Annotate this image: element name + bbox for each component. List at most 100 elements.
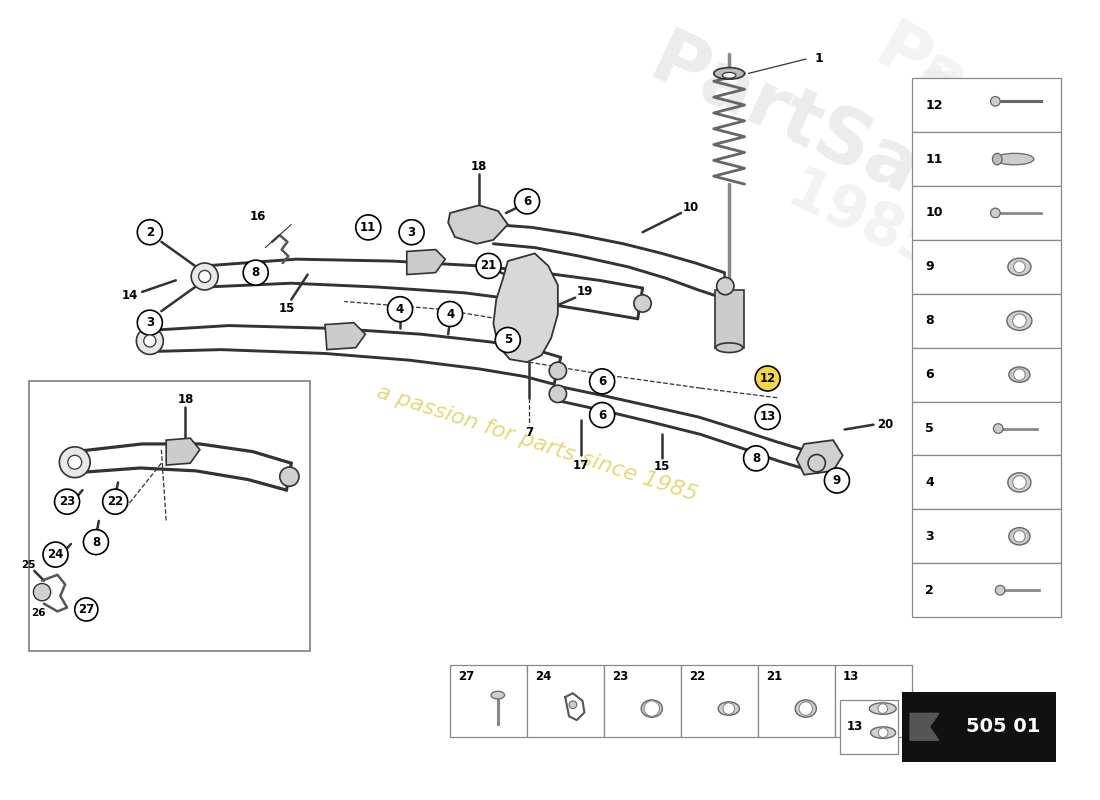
Text: 4: 4 [925, 476, 934, 489]
Text: 9: 9 [925, 260, 934, 274]
Ellipse shape [1008, 258, 1031, 275]
Circle shape [144, 335, 156, 347]
Text: 10: 10 [682, 201, 698, 214]
Circle shape [569, 701, 576, 709]
Polygon shape [324, 322, 365, 350]
Text: 2: 2 [925, 584, 934, 597]
Circle shape [1013, 530, 1025, 542]
Ellipse shape [1006, 311, 1032, 330]
Polygon shape [407, 250, 446, 274]
Polygon shape [910, 714, 939, 740]
Text: 21: 21 [766, 670, 782, 683]
Text: 7: 7 [525, 426, 533, 439]
Circle shape [75, 598, 98, 621]
Text: 22: 22 [689, 670, 705, 683]
Circle shape [1013, 314, 1026, 327]
Text: 11: 11 [925, 153, 943, 166]
Ellipse shape [491, 691, 505, 699]
Polygon shape [448, 206, 508, 244]
Circle shape [716, 278, 734, 294]
Text: 13: 13 [843, 670, 859, 683]
Ellipse shape [641, 700, 662, 718]
Text: PartSares: PartSares [638, 23, 1052, 268]
Text: 23: 23 [612, 670, 628, 683]
Text: 12: 12 [759, 372, 775, 385]
Bar [758, 666, 835, 738]
Polygon shape [166, 438, 200, 465]
Ellipse shape [1009, 528, 1030, 545]
Circle shape [634, 294, 651, 312]
Circle shape [279, 467, 299, 486]
Polygon shape [494, 254, 558, 362]
Circle shape [138, 220, 163, 245]
Circle shape [68, 455, 81, 469]
Circle shape [1013, 476, 1026, 489]
Text: 8: 8 [91, 535, 100, 549]
Circle shape [387, 297, 412, 322]
Circle shape [84, 530, 109, 554]
Bar [604, 666, 681, 738]
Text: 3: 3 [146, 316, 154, 329]
Text: 20: 20 [877, 418, 893, 431]
Circle shape [515, 189, 540, 214]
Circle shape [990, 97, 1000, 106]
Text: 6: 6 [598, 409, 606, 422]
Bar [681, 666, 758, 738]
Text: 18: 18 [471, 160, 487, 174]
Circle shape [996, 586, 1005, 595]
Circle shape [993, 424, 1003, 434]
Circle shape [549, 362, 566, 379]
Bar [912, 455, 1062, 510]
Text: 13: 13 [759, 410, 775, 423]
Bar [912, 348, 1062, 402]
Text: 21: 21 [481, 259, 497, 272]
Circle shape [723, 703, 735, 714]
Circle shape [755, 366, 780, 391]
Ellipse shape [1009, 367, 1030, 382]
Text: 17: 17 [573, 458, 590, 472]
Bar [839, 700, 898, 754]
Text: 8: 8 [752, 452, 760, 465]
Bar [912, 563, 1062, 617]
Circle shape [645, 701, 660, 716]
Bar [902, 692, 1056, 762]
Text: 13: 13 [847, 720, 862, 734]
Text: Pa: Pa [864, 15, 980, 122]
Text: 3: 3 [407, 226, 416, 238]
Circle shape [476, 254, 502, 278]
Text: 8: 8 [925, 314, 934, 327]
Bar [912, 132, 1062, 186]
Circle shape [43, 542, 68, 567]
Text: 23: 23 [59, 495, 75, 508]
Circle shape [495, 327, 520, 353]
Text: 1: 1 [814, 53, 823, 66]
Ellipse shape [723, 73, 736, 78]
Ellipse shape [714, 68, 745, 79]
Circle shape [549, 386, 566, 402]
Ellipse shape [716, 343, 742, 353]
Ellipse shape [992, 154, 1002, 165]
Circle shape [824, 468, 849, 493]
Bar [450, 666, 527, 738]
Circle shape [199, 270, 211, 282]
Circle shape [355, 215, 381, 240]
Circle shape [755, 405, 780, 430]
Text: 26: 26 [31, 608, 45, 618]
Bar [912, 510, 1062, 563]
Text: 25: 25 [21, 560, 36, 570]
Text: 27: 27 [78, 603, 95, 616]
Bar [912, 402, 1062, 455]
Text: 1985: 1985 [778, 162, 949, 282]
Bar [912, 186, 1062, 240]
Circle shape [55, 489, 79, 514]
Ellipse shape [870, 727, 895, 738]
Circle shape [33, 583, 51, 601]
Text: 5: 5 [925, 422, 934, 435]
Text: a passion for parts since 1985: a passion for parts since 1985 [374, 382, 700, 506]
Bar [527, 666, 604, 738]
Text: 14: 14 [121, 290, 138, 302]
Text: 10: 10 [925, 206, 943, 219]
Ellipse shape [869, 703, 896, 714]
Text: 505 01: 505 01 [966, 718, 1041, 736]
Text: 12: 12 [925, 98, 943, 112]
